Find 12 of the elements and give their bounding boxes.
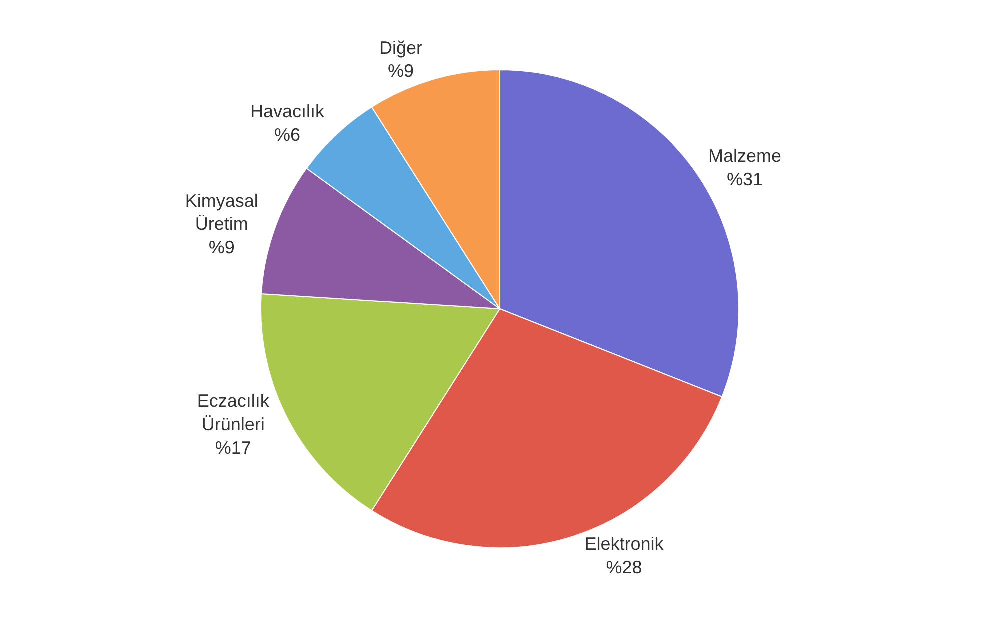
slice-label: Elektronik: [584, 534, 665, 554]
data-label: %9: [388, 61, 414, 82]
slice-label: Eczacılık Ürünleri: [197, 390, 270, 434]
slice-label: Kimyasal Üretim: [185, 190, 258, 234]
data-label: %31: [727, 170, 764, 190]
slice-label: Havacılık: [250, 102, 326, 122]
slice-label: Malzeme: [708, 146, 782, 166]
data-label: %9: [208, 238, 235, 258]
data-label: %17: [215, 438, 252, 458]
data-label: %6: [274, 124, 301, 145]
slice-label: Diğer: [379, 38, 422, 58]
data-label: %28: [606, 558, 642, 578]
